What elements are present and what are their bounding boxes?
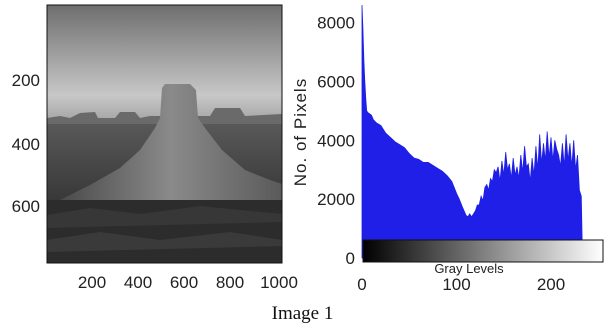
histogram-y-tick: 4000 [317,131,355,150]
image-x-tick: 1000 [260,273,298,292]
image-x-axis: 200 400 600 800 1000 [78,273,298,292]
image-x-tick: 800 [216,273,244,292]
grayscale-image [46,4,283,264]
image-x-tick: 200 [78,273,106,292]
histogram-y-tick: 8000 [317,14,355,33]
histogram-x-tick: 100 [442,275,470,294]
x-axis-label: Gray Levels [434,261,504,276]
colorbar [362,239,604,263]
figure-caption: Image 1 [271,303,334,324]
histogram-x-axis: 0 100 200 [357,275,565,294]
histogram-x-tick: 0 [357,275,366,294]
histogram-y-tick: 6000 [317,72,355,91]
histogram-y-tick: 0 [346,249,355,268]
image-y-tick: 400 [12,135,40,154]
histogram-y-axis: 0 2000 4000 6000 8000 [317,14,355,268]
y-axis-label: No. of Pixels [291,78,310,186]
histogram-area [361,4,586,259]
histogram-y-tick: 2000 [317,190,355,209]
image-x-tick: 600 [170,273,198,292]
image-y-tick: 200 [12,71,40,90]
image-y-tick: 600 [12,197,40,216]
image-y-axis: 200 400 600 [12,71,40,216]
histogram-x-tick: 200 [537,275,565,294]
image-x-tick: 400 [124,273,152,292]
